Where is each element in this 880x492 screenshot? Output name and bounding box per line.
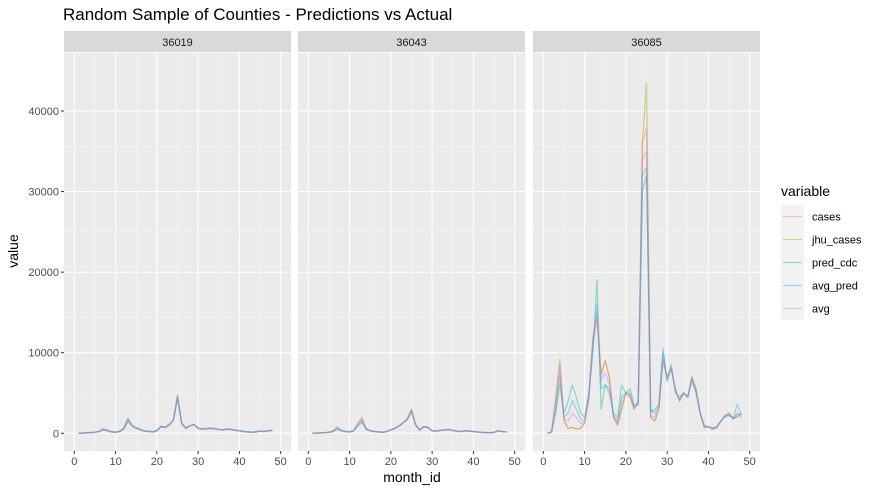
y-tick-label: 10000 (28, 348, 59, 360)
x-axes: 0 10 20 30 40 50 0 10 20 30 40 50 0 10 20 30 40 50 (71, 451, 756, 468)
legend-title: variable (781, 183, 830, 199)
series-line-avg_pred (312, 410, 507, 434)
legend-label: jhu_cases (811, 235, 862, 247)
series-line-avg_pred (78, 397, 273, 434)
y-tick-label: 30000 (28, 187, 59, 199)
legend-key (781, 228, 804, 251)
legend-key (781, 205, 804, 228)
y-tick-label: 40000 (28, 106, 59, 118)
legend-item-avg: avg (781, 297, 830, 320)
legend-label: pred_cdc (812, 258, 858, 270)
x-tick-label: 40 (702, 456, 714, 468)
legend-item-avg_pred: avg_pred (781, 274, 858, 297)
x-tick-label: 0 (540, 456, 546, 468)
x-axis-title: month_id (383, 469, 441, 485)
x-tick-label: 20 (620, 456, 632, 468)
facet-panels: 36019 36043 36085 (64, 31, 760, 451)
series-line-avg (78, 396, 273, 434)
legend-label: avg_pred (812, 281, 858, 293)
x-tick-label: 40 (233, 456, 245, 468)
facet-strip (64, 31, 291, 52)
legend-key (781, 297, 804, 320)
series-line-jhu_cases (547, 82, 742, 434)
series-line-pred_cdc (312, 411, 507, 434)
series-line-jhu_cases (78, 393, 273, 434)
series-line-avg (547, 150, 742, 434)
facet-strip-label: 36043 (396, 37, 427, 49)
x-tick-label: 40 (467, 456, 479, 468)
x-axis-36019: 0 10 20 30 40 50 (71, 451, 287, 468)
y-tick-label: 0 (53, 428, 59, 440)
facet-strip (298, 31, 525, 52)
legend-key (781, 274, 804, 297)
legend-item-jhu_cases: jhu_cases (781, 228, 862, 251)
x-tick-label: 50 (275, 456, 287, 468)
facet-panel-36019: 36019 (64, 31, 291, 451)
x-tick-label: 30 (661, 456, 673, 468)
legend-item-cases: cases (781, 205, 841, 228)
x-tick-label: 30 (192, 456, 204, 468)
series-line-cases (312, 409, 507, 434)
x-tick-label: 10 (343, 456, 355, 468)
y-axis-title: value (5, 234, 21, 268)
series-line-cases (78, 395, 273, 434)
series-line-cases (547, 126, 742, 434)
series-line-avg (312, 409, 507, 434)
x-tick-label: 20 (151, 456, 163, 468)
y-axis: 0 10000 20000 30000 40000 (28, 106, 64, 440)
series-line-avg_pred (547, 166, 743, 434)
x-tick-label: 0 (305, 456, 311, 468)
legend-label: avg (812, 304, 830, 316)
x-tick-label: 20 (385, 456, 397, 468)
x-tick-label: 50 (509, 456, 521, 468)
legend-label: cases (812, 212, 841, 224)
x-axis-36043: 0 10 20 30 40 50 (305, 451, 521, 468)
series-line-pred_cdc (547, 174, 742, 434)
series-line-pred_cdc (78, 398, 273, 434)
chart-title: Random Sample of Counties - Predictions … (63, 5, 452, 24)
y-tick-label: 20000 (28, 267, 59, 279)
facet-strip-label: 36085 (631, 37, 662, 49)
x-tick-label: 50 (744, 456, 756, 468)
x-tick-label: 10 (109, 456, 121, 468)
facet-panel-36043: 36043 (298, 31, 525, 451)
legend: variable cases jhu_cases pred_cdc avg_preda… (781, 183, 862, 320)
series-line-jhu_cases (312, 408, 507, 434)
x-tick-label: 10 (578, 456, 590, 468)
facet-strip-label: 36019 (162, 37, 193, 49)
x-tick-label: 30 (426, 456, 438, 468)
legend-item-pred_cdc: pred_cdc (781, 251, 858, 274)
facet-panel-36085: 36085 (533, 31, 760, 451)
facet-strip (533, 31, 760, 52)
x-axis-36085: 0 10 20 30 40 50 (540, 451, 756, 468)
x-tick-label: 0 (71, 456, 77, 468)
legend-key (781, 251, 804, 274)
